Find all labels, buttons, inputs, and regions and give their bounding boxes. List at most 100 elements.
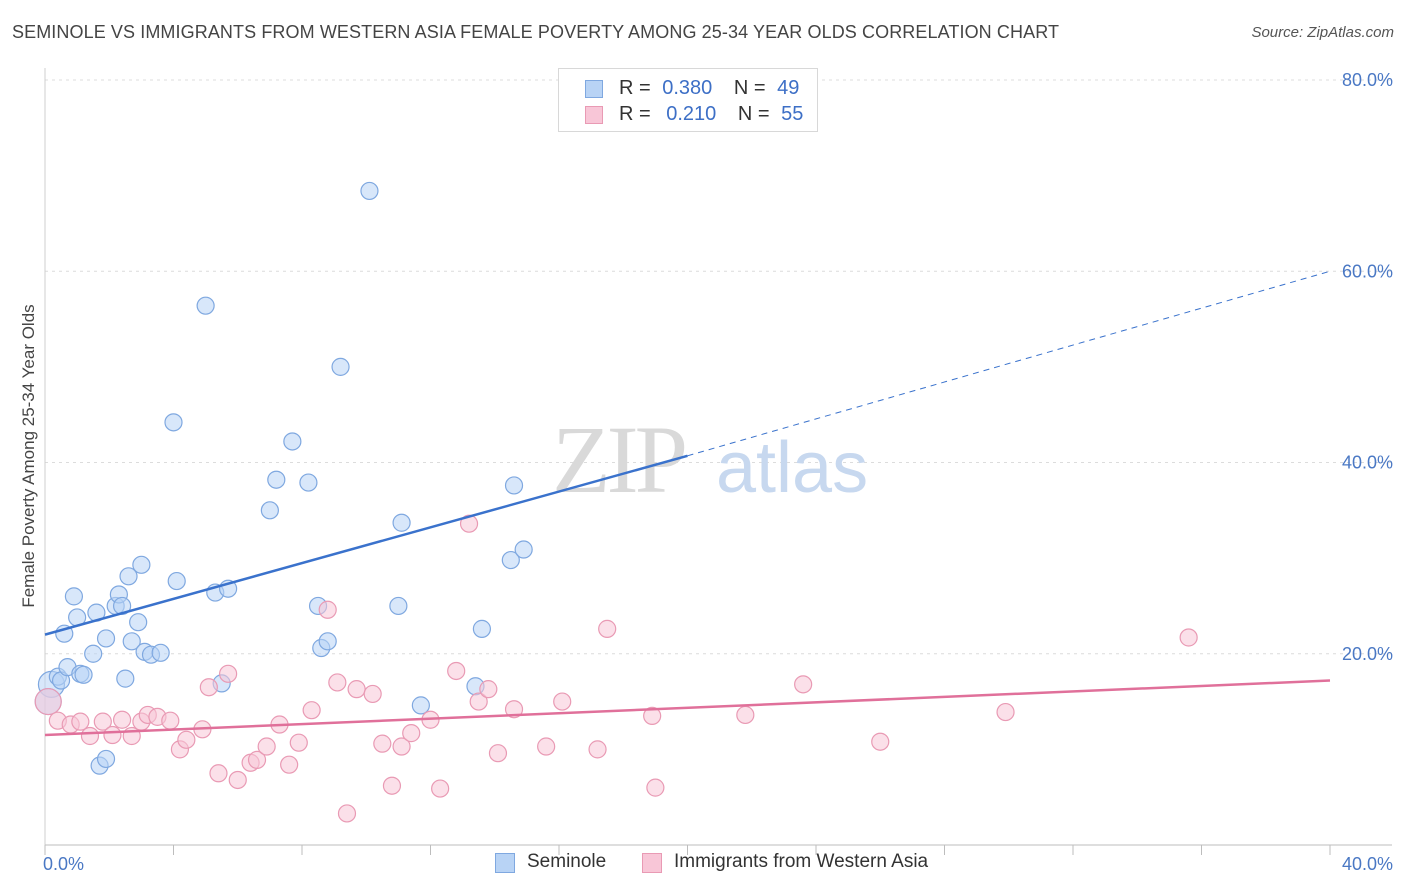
y-tick-label: 80.0%: [1342, 70, 1393, 90]
data-point-immigrants: [71, 712, 90, 731]
data-point-seminole: [411, 696, 430, 715]
data-point-seminole: [164, 413, 183, 432]
trend-lines: [44, 270, 1331, 737]
data-point-seminole: [392, 513, 411, 532]
stats-legend: R = 0.380 N = 49 R = 0.210 N = 55: [558, 68, 818, 132]
data-point-immigrants: [209, 764, 228, 783]
y-axis-label: Female Poverty Among 25-34 Year Olds: [19, 304, 38, 607]
data-point-immigrants: [93, 712, 112, 731]
data-point-immigrants: [479, 680, 498, 699]
data-point-seminole: [299, 473, 318, 492]
data-point-seminole: [64, 587, 84, 606]
data-point-immigrants: [537, 737, 556, 756]
tick-labels: 20.0% 40.0% 60.0% 80.0% 0.0% 40.0%: [43, 70, 1393, 874]
data-point-immigrants: [373, 734, 392, 753]
legend-n-label: N =: [733, 77, 766, 99]
data-point-immigrants: [382, 776, 402, 795]
data-point-immigrants: [289, 733, 308, 752]
data-point-immigrants: [598, 619, 617, 638]
chart-title: SEMINOLE VS IMMIGRANTS FROM WESTERN ASIA…: [12, 22, 1060, 42]
data-point-immigrants: [1179, 628, 1198, 647]
data-point-seminole: [389, 596, 408, 616]
data-point-immigrants: [459, 514, 479, 533]
data-point-immigrants: [588, 740, 607, 759]
data-point-immigrants: [402, 724, 421, 743]
y-tick-label: 20.0%: [1342, 644, 1393, 664]
data-point-immigrants: [161, 711, 180, 730]
data-point-seminole: [96, 629, 116, 648]
data-point-immigrants: [996, 702, 1015, 722]
data-point-seminole: [267, 470, 286, 489]
data-point-immigrants: [257, 737, 276, 756]
x-tick-label: 0.0%: [43, 854, 84, 874]
data-point-immigrants: [318, 600, 337, 619]
data-point-immigrants: [553, 692, 572, 711]
data-point-immigrants: [392, 737, 411, 756]
data-point-seminole: [119, 567, 138, 586]
data-point-immigrants: [34, 687, 62, 716]
data-point-seminole: [260, 501, 279, 520]
data-point-seminole: [122, 632, 141, 651]
data-point-seminole: [151, 643, 170, 662]
data-point-seminole: [318, 632, 337, 651]
data-point-seminole: [129, 613, 148, 632]
data-point-immigrants: [302, 701, 321, 720]
data-point-immigrants: [871, 732, 890, 751]
legend-r-label: R =: [619, 103, 651, 125]
data-point-immigrants: [504, 700, 524, 719]
data-point-seminole: [360, 181, 379, 201]
watermark-zip: ZIP: [552, 406, 685, 513]
data-point-seminole: [167, 571, 186, 591]
data-point-immigrants: [794, 675, 813, 694]
legend-r-value: 0.380: [662, 77, 713, 99]
data-point-immigrants: [280, 755, 299, 774]
source-label: Source: ZipAtlas.com: [1251, 24, 1394, 41]
data-point-immigrants: [228, 770, 247, 790]
data-points: [34, 181, 1198, 823]
data-point-seminole: [514, 540, 533, 559]
data-point-immigrants: [199, 678, 218, 697]
data-point-immigrants: [103, 725, 122, 745]
data-point-immigrants: [328, 673, 347, 692]
data-point-immigrants: [447, 661, 466, 681]
data-point-seminole: [74, 665, 93, 684]
legend-n-value: 55: [781, 103, 804, 125]
data-point-seminole: [116, 669, 135, 688]
data-point-seminole: [472, 619, 491, 638]
series-label-immigrants: Immigrants from Western Asia: [674, 851, 929, 872]
watermark-atlas: atlas: [716, 428, 868, 508]
data-point-seminole: [84, 644, 103, 663]
series-label-seminole: Seminole: [527, 851, 607, 872]
data-point-immigrants: [469, 692, 488, 711]
legend-swatch-immigrants: [585, 106, 603, 124]
data-point-seminole: [501, 550, 520, 570]
data-point-immigrants: [347, 680, 366, 699]
trend-line-immigrants: [44, 679, 1331, 737]
data-point-immigrants: [337, 804, 357, 823]
y-tick-label: 60.0%: [1342, 261, 1393, 281]
data-point-immigrants: [431, 779, 450, 798]
data-point-immigrants: [646, 778, 665, 797]
data-point-immigrants: [177, 730, 196, 749]
data-point-seminole: [196, 296, 215, 315]
series-swatch-seminole: [495, 853, 515, 873]
axes: [44, 68, 1392, 855]
grid-lines: [45, 79, 1392, 655]
data-point-immigrants: [363, 684, 382, 704]
data-point-immigrants: [247, 750, 267, 769]
data-point-seminole: [504, 476, 524, 495]
data-point-immigrants: [80, 726, 100, 746]
data-point-immigrants: [643, 706, 662, 726]
legend-r-value: 0.210: [666, 103, 717, 125]
data-point-seminole: [331, 357, 350, 376]
y-tick-label: 40.0%: [1342, 453, 1393, 473]
data-point-immigrants: [219, 664, 238, 683]
watermark: ZIP atlas: [552, 406, 868, 513]
data-point-seminole: [96, 749, 116, 769]
legend-n-label: N =: [737, 103, 770, 125]
data-point-immigrants: [488, 744, 508, 763]
x-tick-label: 40.0%: [1342, 854, 1393, 874]
trend-line-extension: [687, 270, 1331, 457]
legend-swatch-seminole: [585, 80, 603, 98]
legend-n-value: 49: [777, 77, 800, 99]
